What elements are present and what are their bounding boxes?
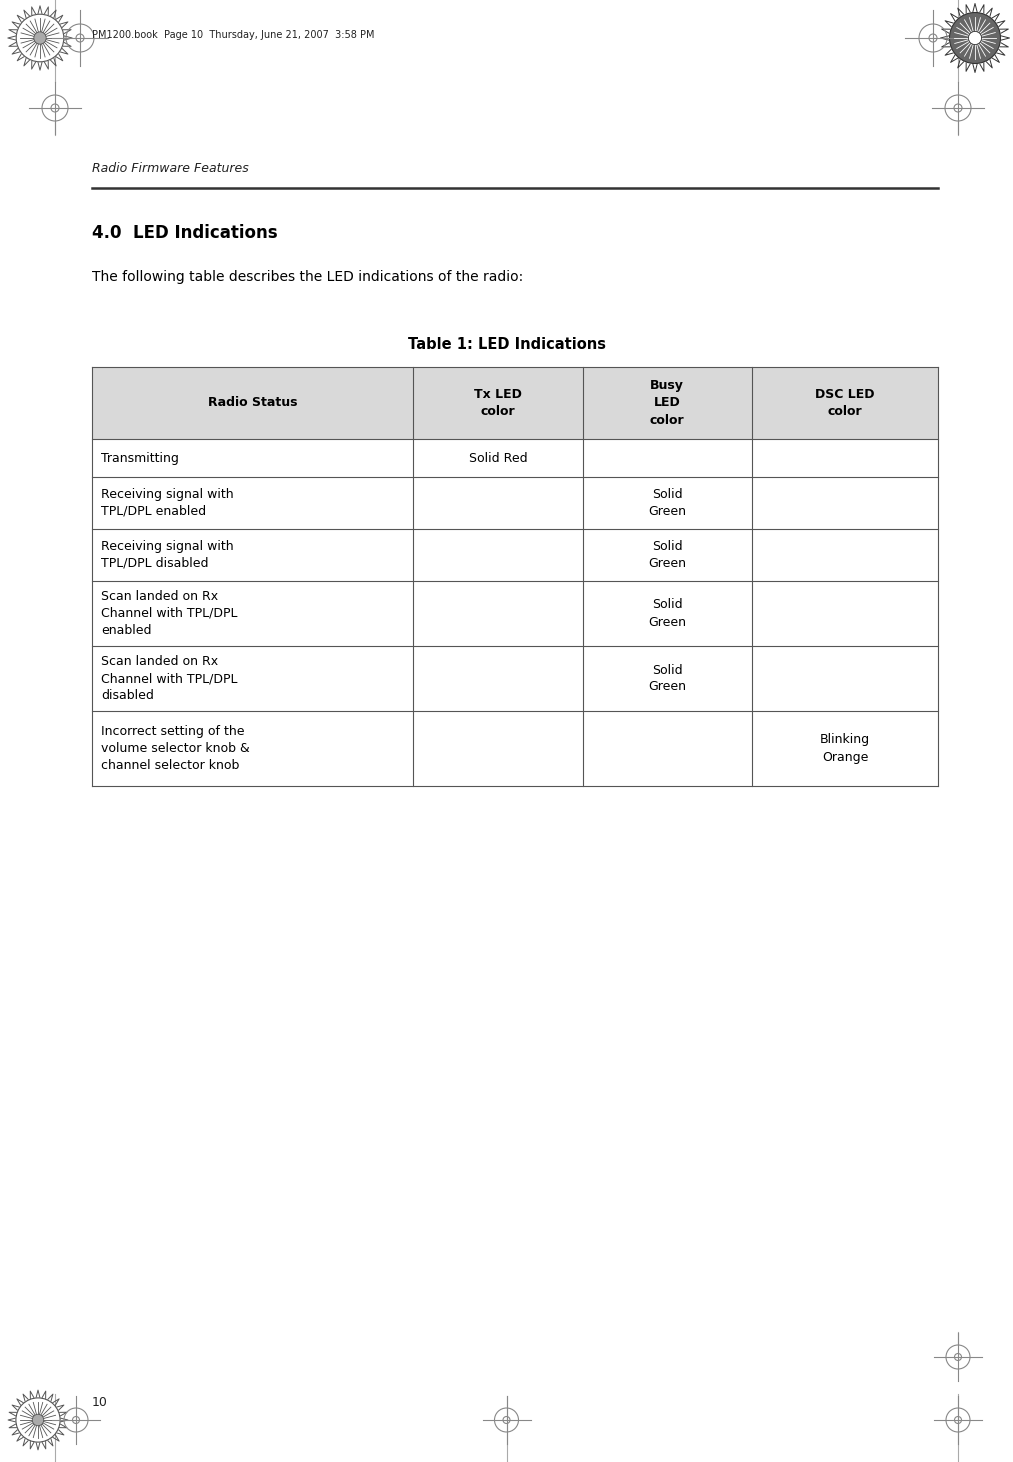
Text: Solid
Green: Solid Green	[648, 539, 686, 570]
Text: Radio Status: Radio Status	[208, 396, 298, 409]
Bar	[92, 711, 938, 787]
Bar	[92, 580, 938, 646]
Text: Solid Red: Solid Red	[469, 452, 528, 465]
Text: Solid
Green: Solid Green	[648, 488, 686, 518]
Circle shape	[32, 1414, 44, 1425]
Bar	[92, 529, 938, 580]
Text: Scan landed on Rx
Channel with TPL/DPL
enabled: Scan landed on Rx Channel with TPL/DPL e…	[101, 591, 237, 637]
Circle shape	[33, 32, 47, 44]
Text: Receiving signal with
TPL/DPL enabled: Receiving signal with TPL/DPL enabled	[101, 488, 234, 518]
Text: Incorrect setting of the
volume selector knob &
channel selector knob: Incorrect setting of the volume selector…	[101, 725, 250, 772]
Circle shape	[16, 15, 64, 61]
Text: Solid
Green: Solid Green	[648, 598, 686, 629]
Text: Receiving signal with
TPL/DPL disabled: Receiving signal with TPL/DPL disabled	[101, 539, 234, 570]
Text: Blinking
Orange: Blinking Orange	[820, 734, 870, 763]
Text: 4.0  LED Indications: 4.0 LED Indications	[92, 224, 278, 243]
Text: Tx LED
color: Tx LED color	[474, 387, 522, 418]
Text: Solid
Green: Solid Green	[648, 664, 686, 693]
Text: Busy
LED
color: Busy LED color	[650, 380, 685, 427]
Circle shape	[968, 31, 982, 45]
Circle shape	[949, 13, 1001, 63]
Text: PM1200.book  Page 10  Thursday, June 21, 2007  3:58 PM: PM1200.book Page 10 Thursday, June 21, 2…	[92, 31, 375, 39]
Bar	[92, 439, 938, 477]
Bar	[92, 367, 938, 439]
Bar	[92, 477, 938, 529]
Text: The following table describes the LED indications of the radio:: The following table describes the LED in…	[92, 270, 524, 284]
Circle shape	[16, 1398, 60, 1442]
Text: Scan landed on Rx
Channel with TPL/DPL
disabled: Scan landed on Rx Channel with TPL/DPL d…	[101, 655, 237, 702]
Text: Radio Firmware Features: Radio Firmware Features	[92, 161, 249, 174]
Text: Table 1: LED Indications: Table 1: LED Indications	[407, 338, 606, 352]
Text: 10: 10	[92, 1396, 107, 1408]
Text: Transmitting: Transmitting	[101, 452, 179, 465]
Bar	[92, 646, 938, 711]
Text: DSC LED
color: DSC LED color	[815, 387, 874, 418]
